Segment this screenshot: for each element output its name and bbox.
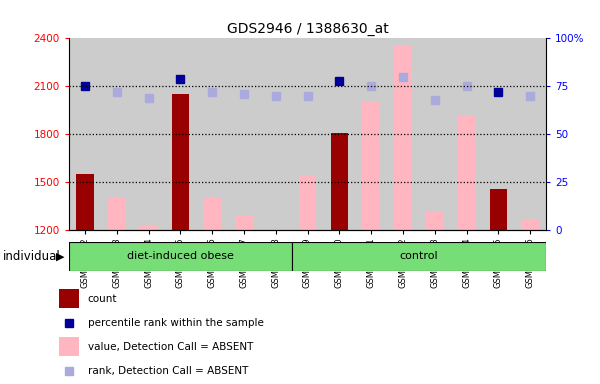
Bar [299,176,316,230]
Bar [164,38,196,230]
Bar [59,289,79,308]
Bar [235,216,253,230]
Bar [59,337,79,356]
Text: diet-induced obese: diet-induced obese [127,251,234,262]
Bar [355,38,387,230]
Bar [458,115,475,230]
Text: individual: individual [3,250,61,263]
Text: ▶: ▶ [56,252,65,262]
Bar [101,38,133,230]
Bar [76,174,94,230]
Bar [419,38,451,230]
Title: GDS2946 / 1388630_at: GDS2946 / 1388630_at [227,22,388,36]
Bar [203,199,221,230]
Bar [490,189,507,230]
Bar [514,38,546,230]
Text: percentile rank within the sample: percentile rank within the sample [88,318,263,328]
Bar [228,38,260,230]
Bar [482,38,514,230]
Bar [260,38,292,230]
Text: control: control [400,251,438,262]
Bar [196,38,228,230]
Bar [387,38,419,230]
Bar [451,38,482,230]
Bar [69,242,292,271]
Bar [292,38,323,230]
Bar [292,242,546,271]
Text: count: count [88,293,117,304]
Bar [133,38,164,230]
Text: rank, Detection Call = ABSENT: rank, Detection Call = ABSENT [88,366,248,376]
Text: value, Detection Call = ABSENT: value, Detection Call = ABSENT [88,341,253,352]
Bar [69,38,101,230]
Bar [108,199,125,230]
Bar [426,211,443,230]
Bar [172,94,189,230]
Bar [521,219,539,230]
Bar [140,225,157,230]
Bar [362,103,380,230]
Bar [331,133,348,230]
Bar [394,45,412,230]
Bar [323,38,355,230]
